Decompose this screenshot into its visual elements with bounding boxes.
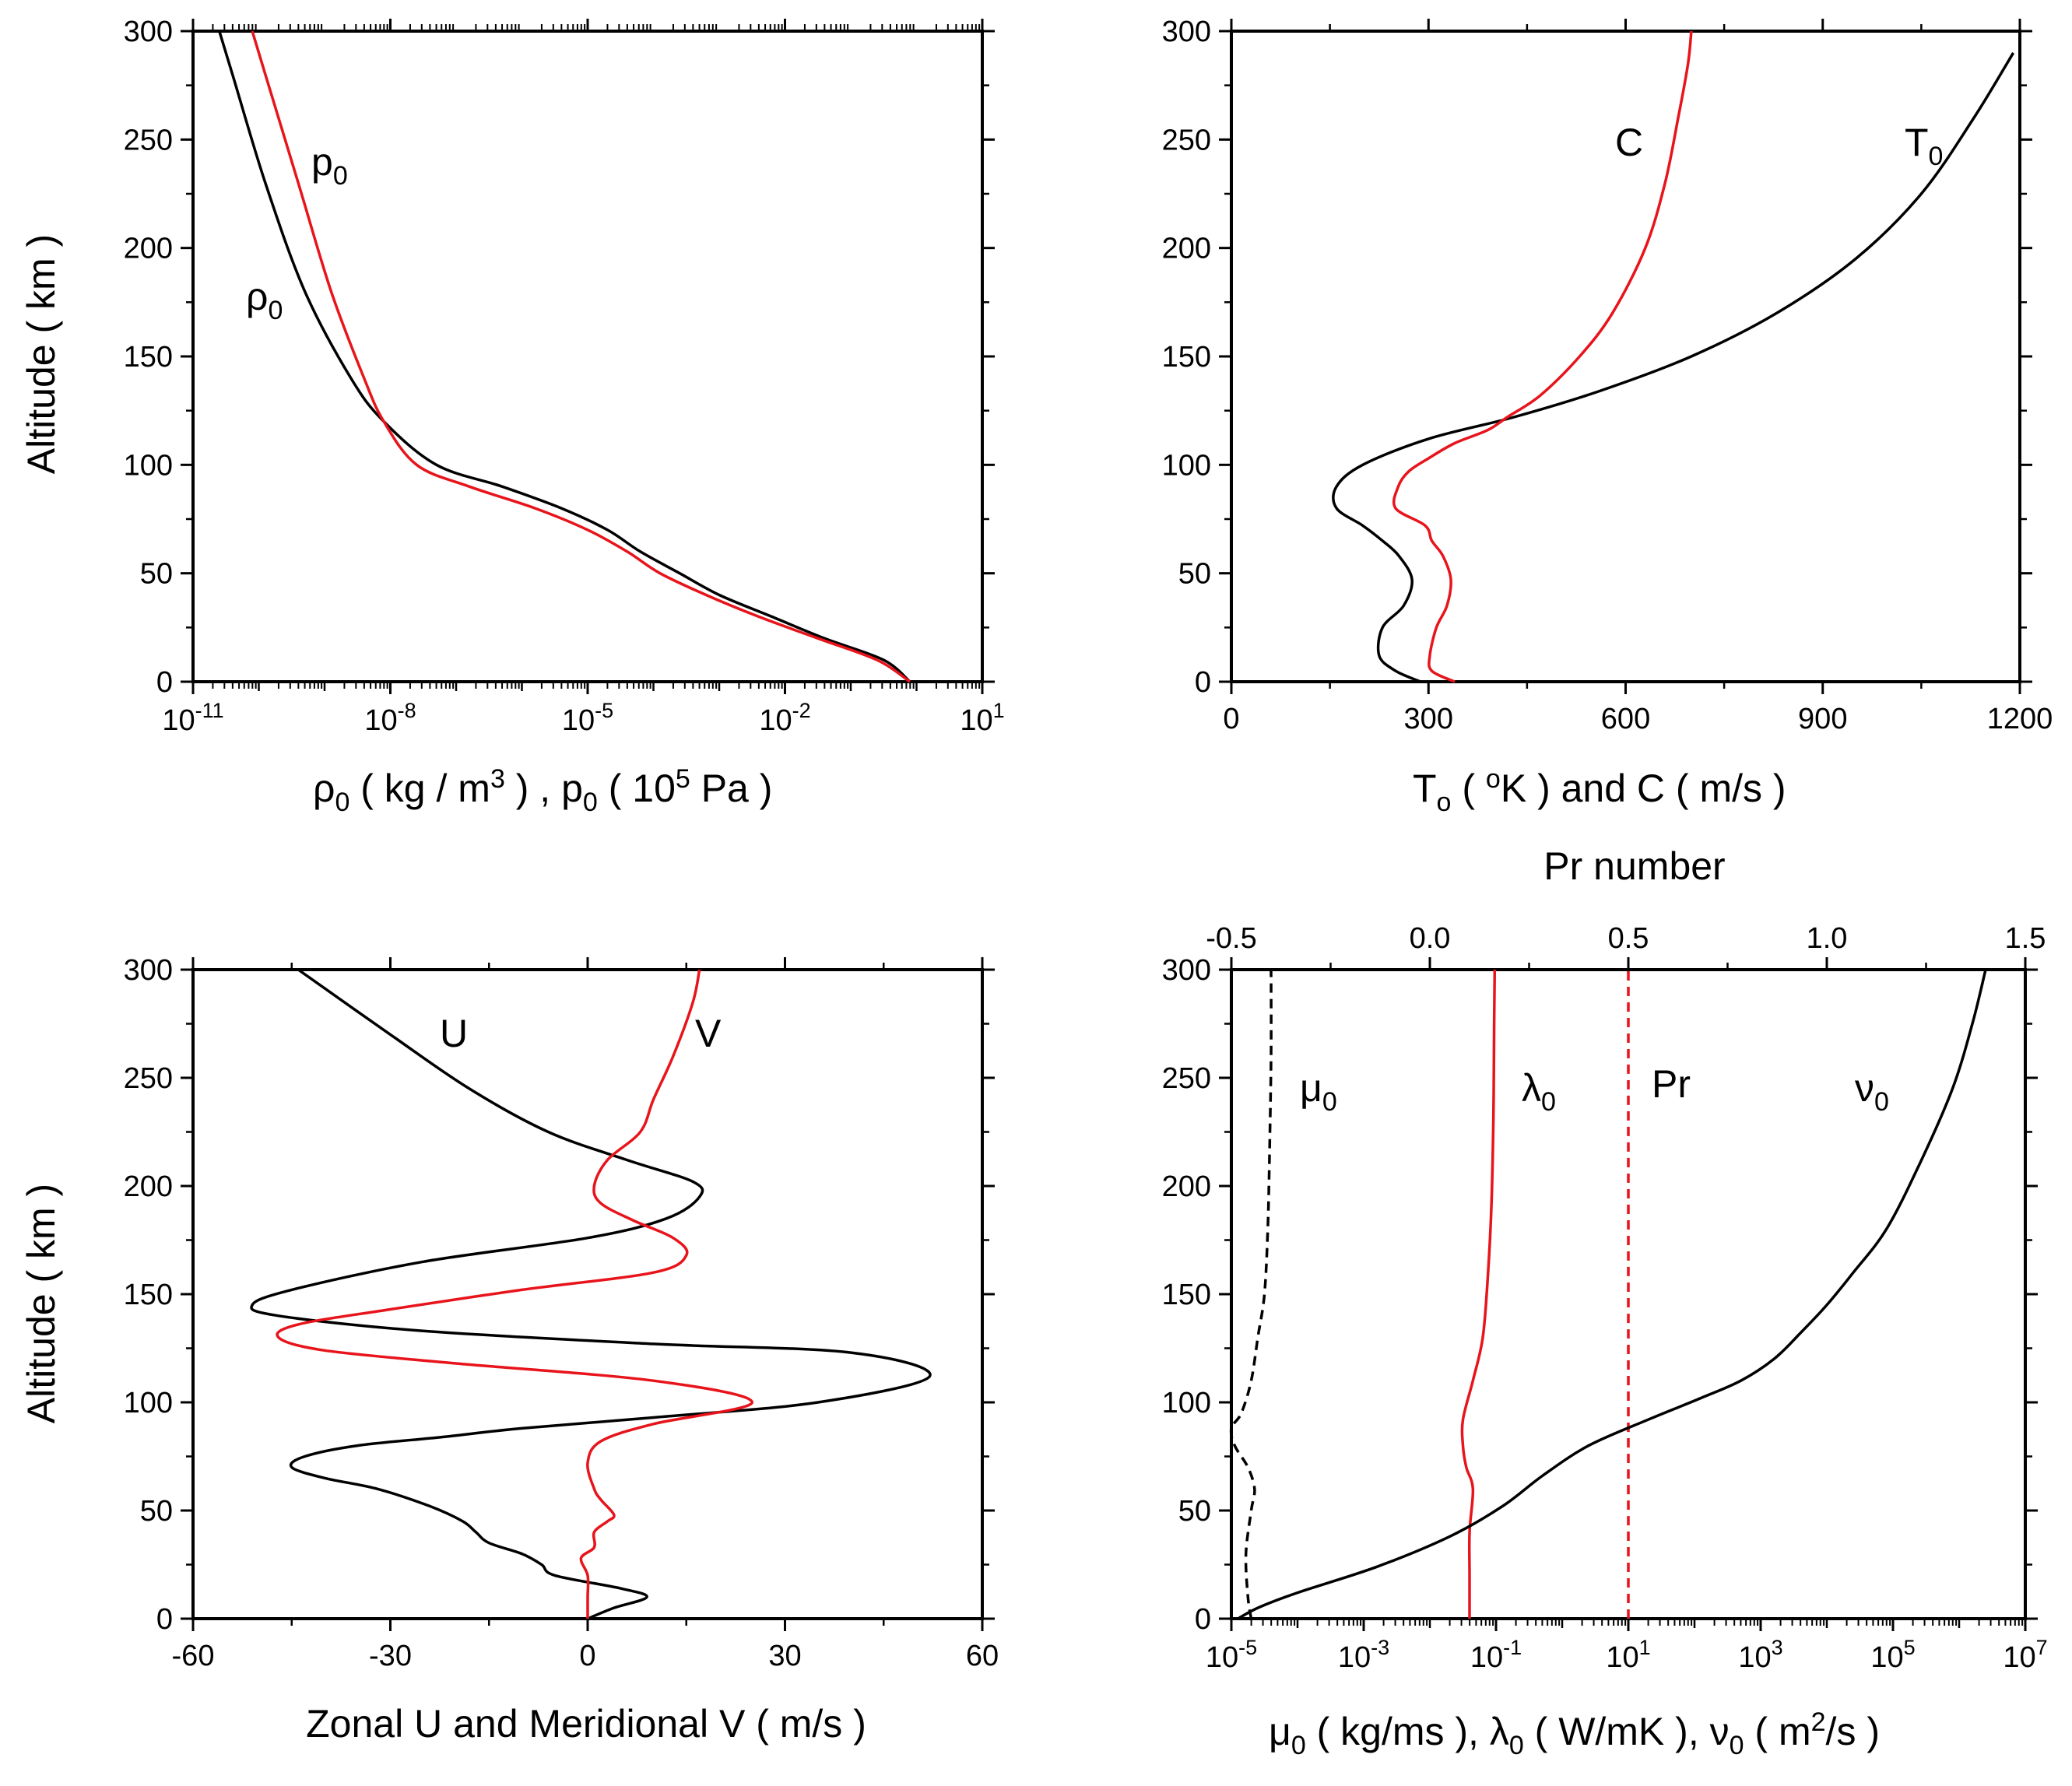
panel-transport: 0 50 100 150 200 250 300 10-5 10-3 10-1 101 103 105 1…	[1162, 844, 2048, 1760]
y-tick-label: 250	[124, 124, 173, 156]
x-tick-label: 30	[768, 1640, 801, 1672]
panel1-ylabel: Altitude ( km )	[19, 234, 63, 474]
y-tick-label: 300	[1162, 954, 1211, 987]
y-tick-label: 300	[1162, 16, 1211, 48]
panel-density-pressure: 0 50 100 150 200 250 300 10-11 10-8 10-5 10-2 101 p…	[19, 16, 1005, 817]
y-tick-label: 250	[1162, 124, 1211, 156]
x-tick-label: 101	[1606, 1636, 1650, 1674]
y-tick-label: 50	[140, 1495, 173, 1528]
panel2-axes: 0 50 100 150 200 250 300 0 300 600 900 1200	[1162, 16, 2053, 735]
label-mu0: μ0	[1300, 1066, 1337, 1117]
panel-winds: 0 50 100 150 200 250 300 -60 -30 0 30 60 U V Zonal …	[19, 954, 999, 1746]
series-ν0	[1237, 969, 1987, 1620]
y-tick-label: 150	[124, 341, 173, 374]
panel2-xlabel: To ( oK ) and C ( m/s )	[1413, 764, 1786, 817]
panel1-series	[218, 30, 911, 683]
label-p0-sub: 0	[333, 161, 348, 191]
panel1-xlabel: ρ0 ( kg / m3 ) , p0 ( 105 Pa )	[313, 764, 772, 817]
panel3-xlabel: Zonal U and Meridional V ( m/s )	[306, 1702, 866, 1746]
x-tick-label: 10-8	[364, 699, 416, 737]
series-p0	[251, 30, 911, 683]
x-tick-label: 600	[1601, 703, 1650, 735]
y-tick-label: 50	[1178, 1495, 1211, 1528]
plot-frame	[191, 968, 984, 1620]
panel4-xlabel: μ0 ( kg/ms ), λ0 ( W/mK ), ν0 ( m2/s )	[1269, 1707, 1880, 1760]
y-tick-label: 200	[1162, 233, 1211, 265]
label-rho0-sub: 0	[268, 296, 283, 325]
label-C: C	[1615, 121, 1643, 164]
y-tick-label: 100	[124, 1387, 173, 1419]
label-lambda0: λ0	[1522, 1066, 1556, 1117]
panel4-series	[1229, 969, 1987, 1620]
x-tick-label: 60	[966, 1640, 999, 1672]
series-μ0	[1229, 969, 1273, 1619]
y-tick-label: 50	[140, 558, 173, 591]
y-tick-label: 0	[156, 1603, 173, 1636]
top-x-tick-label: 0.0	[1410, 922, 1451, 955]
y-tick-label: 100	[1162, 1387, 1211, 1419]
top-x-tick-label: 1.0	[1807, 922, 1848, 955]
top-x-tick-label: 1.5	[2005, 922, 2046, 955]
x-tick-label: -60	[172, 1640, 215, 1672]
x-tick-label: 10-1	[1470, 1636, 1522, 1674]
y-tick-label: 0	[1195, 666, 1211, 699]
series-U	[250, 968, 932, 1620]
label-V: V	[695, 1012, 722, 1055]
label-Pr: Pr	[1652, 1062, 1691, 1106]
x-tick-label: 300	[1404, 703, 1453, 735]
label-p0: p0	[311, 140, 348, 191]
series-λ0	[1460, 969, 1497, 1619]
y-tick-label: 100	[124, 449, 173, 482]
y-tick-label: 150	[124, 1279, 173, 1311]
panel4-top-label: Pr number	[1543, 844, 1725, 888]
label-U: U	[440, 1012, 468, 1055]
x-tick-label: 10-5	[562, 699, 613, 737]
x-tick-label: 10-3	[1338, 1636, 1389, 1674]
x-tick-label: 10-11	[162, 699, 223, 737]
y-tick-label: 200	[1162, 1170, 1211, 1203]
y-tick-label: 300	[124, 954, 173, 987]
x-tick-label: 10-5	[1206, 1636, 1257, 1674]
series-C	[1392, 30, 1693, 683]
panel2-series	[1332, 30, 2015, 683]
y-tick-label: 50	[1178, 558, 1211, 591]
x-tick-label: 105	[1870, 1636, 1915, 1674]
series-V	[276, 969, 754, 1619]
panel3-ylabel: Altitude ( km )	[19, 1184, 63, 1423]
label-T0: T0	[1905, 121, 1943, 171]
y-tick-label: 300	[124, 16, 173, 48]
y-tick-label: 100	[1162, 449, 1211, 482]
top-x-tick-label: 0.5	[1608, 922, 1649, 955]
x-tick-label: 10-2	[759, 699, 810, 737]
y-tick-label: 150	[1162, 1279, 1211, 1311]
panel-temperature-sound: 0 50 100 150 200 250 300 0 300 600 900 1200 C T0 To…	[1162, 16, 2053, 817]
panel3-axes: 0 50 100 150 200 250 300 -60 -30 0 30 60	[124, 954, 999, 1672]
x-tick-label: 107	[2003, 1636, 2047, 1674]
series-ρ0	[218, 30, 911, 683]
plot-frame	[191, 30, 984, 683]
y-tick-label: 200	[124, 1170, 173, 1203]
x-tick-label: 103	[1738, 1636, 1782, 1674]
x-tick-label: 101	[960, 699, 1004, 737]
x-tick-label: 900	[1798, 703, 1847, 735]
x-tick-label: 1200	[1987, 703, 2053, 735]
panel1-axes: 0 50 100 150 200 250 300 10-11 10-8 10-5 10-2 101	[124, 16, 1005, 737]
panel4-axes: 0 50 100 150 200 250 300 10-5 10-3 10-1 101 103 105 1…	[1162, 922, 2048, 1674]
y-tick-label: 250	[124, 1062, 173, 1095]
y-tick-label: 250	[1162, 1062, 1211, 1095]
y-tick-label: 150	[1162, 341, 1211, 374]
y-tick-label: 0	[1195, 1603, 1211, 1636]
x-tick-label: 0	[1223, 703, 1239, 735]
label-nu0: ν0	[1855, 1066, 1889, 1117]
y-tick-label: 0	[156, 666, 173, 699]
label-rho0: ρ0	[246, 275, 283, 325]
y-tick-label: 200	[124, 233, 173, 265]
panel3-series	[250, 968, 932, 1620]
series-T0	[1332, 51, 2015, 683]
x-tick-label: 0	[579, 1640, 595, 1672]
x-tick-label: -30	[369, 1640, 412, 1672]
top-x-tick-label: -0.5	[1206, 922, 1256, 955]
